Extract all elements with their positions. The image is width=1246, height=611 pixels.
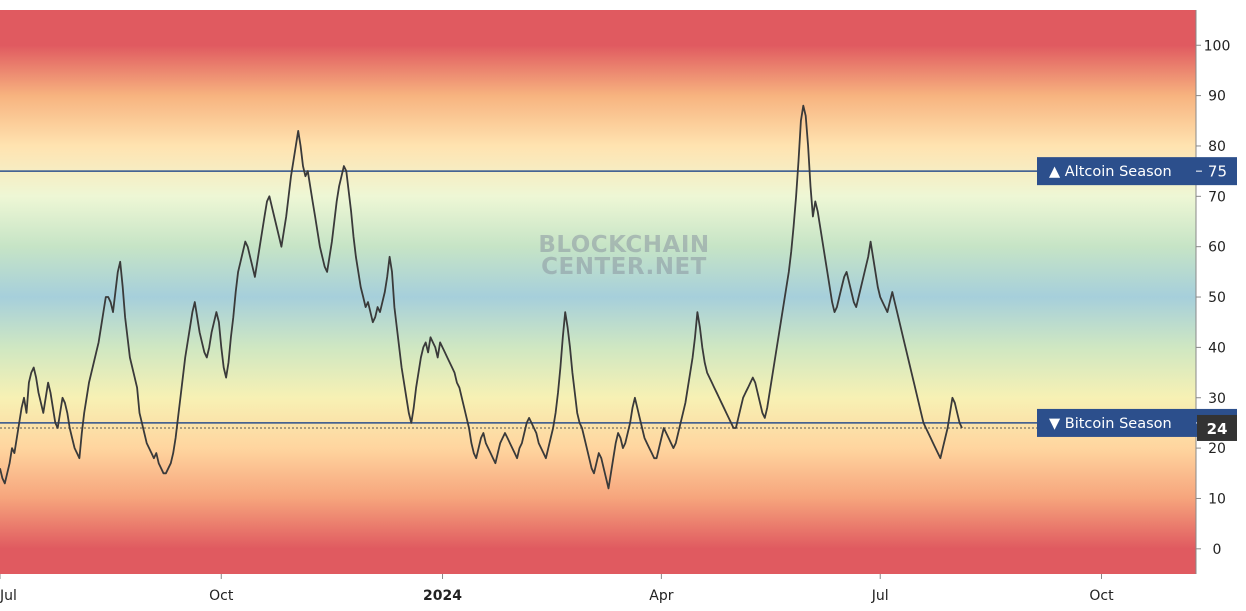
current-value-box [1197,414,1237,441]
plot-background [0,10,1196,574]
reference-flag-1: ▼ Bitcoin Season25 [1037,408,1237,437]
y-tick-label: 50 [1208,290,1226,306]
reference-flags: ▲ Altcoin Season 75 ▼ Bitcoin Season25 [1037,157,1237,437]
reference-flag-box [1037,157,1237,186]
reference-flag-value: 75 [1208,163,1227,181]
current-value-flag: 24 [1197,414,1237,441]
y-tick-label: 0 [1213,542,1222,558]
reference-flag-label: ▼ Bitcoin Season [1049,416,1172,432]
current-value-label: 24 [1207,420,1228,438]
watermark-line1: BLOCKCHAIN [538,232,709,258]
y-tick-label: 80 [1208,139,1226,155]
x-tick-label: Oct [1089,588,1114,604]
watermark-line2: CENTER.NET [541,254,707,280]
y-axis-panel [1196,10,1246,574]
y-tick-label: 60 [1208,240,1226,256]
y-tick-label: 70 [1208,189,1226,205]
x-tick-label: Jul [0,588,17,604]
x-tick-label: Jul [871,588,889,604]
y-tick-label: 100 [1204,38,1231,54]
y-tick-label: 20 [1208,441,1226,457]
y-tick-label: 10 [1208,491,1226,507]
reference-lines [0,170,1196,424]
reference-flag-label: ▲ Altcoin Season [1049,164,1172,180]
y-tick-label: 30 [1208,391,1226,407]
x-axis-ticks: JulOct2024AprJulOct202516 [0,574,1114,604]
reference-flag-0: ▲ Altcoin Season 75 [1037,157,1237,186]
y-tick-label: 40 [1208,340,1226,356]
x-tick-label: Apr [649,588,673,604]
y-axis-ticks: 0 10 20 30 40 50 60 70 80 90 100 [1196,38,1230,558]
x-tick-label: Oct [209,588,234,604]
y-tick-label: 90 [1208,89,1226,105]
index-line [0,104,963,490]
x-tick-label: 2024 [423,588,462,604]
